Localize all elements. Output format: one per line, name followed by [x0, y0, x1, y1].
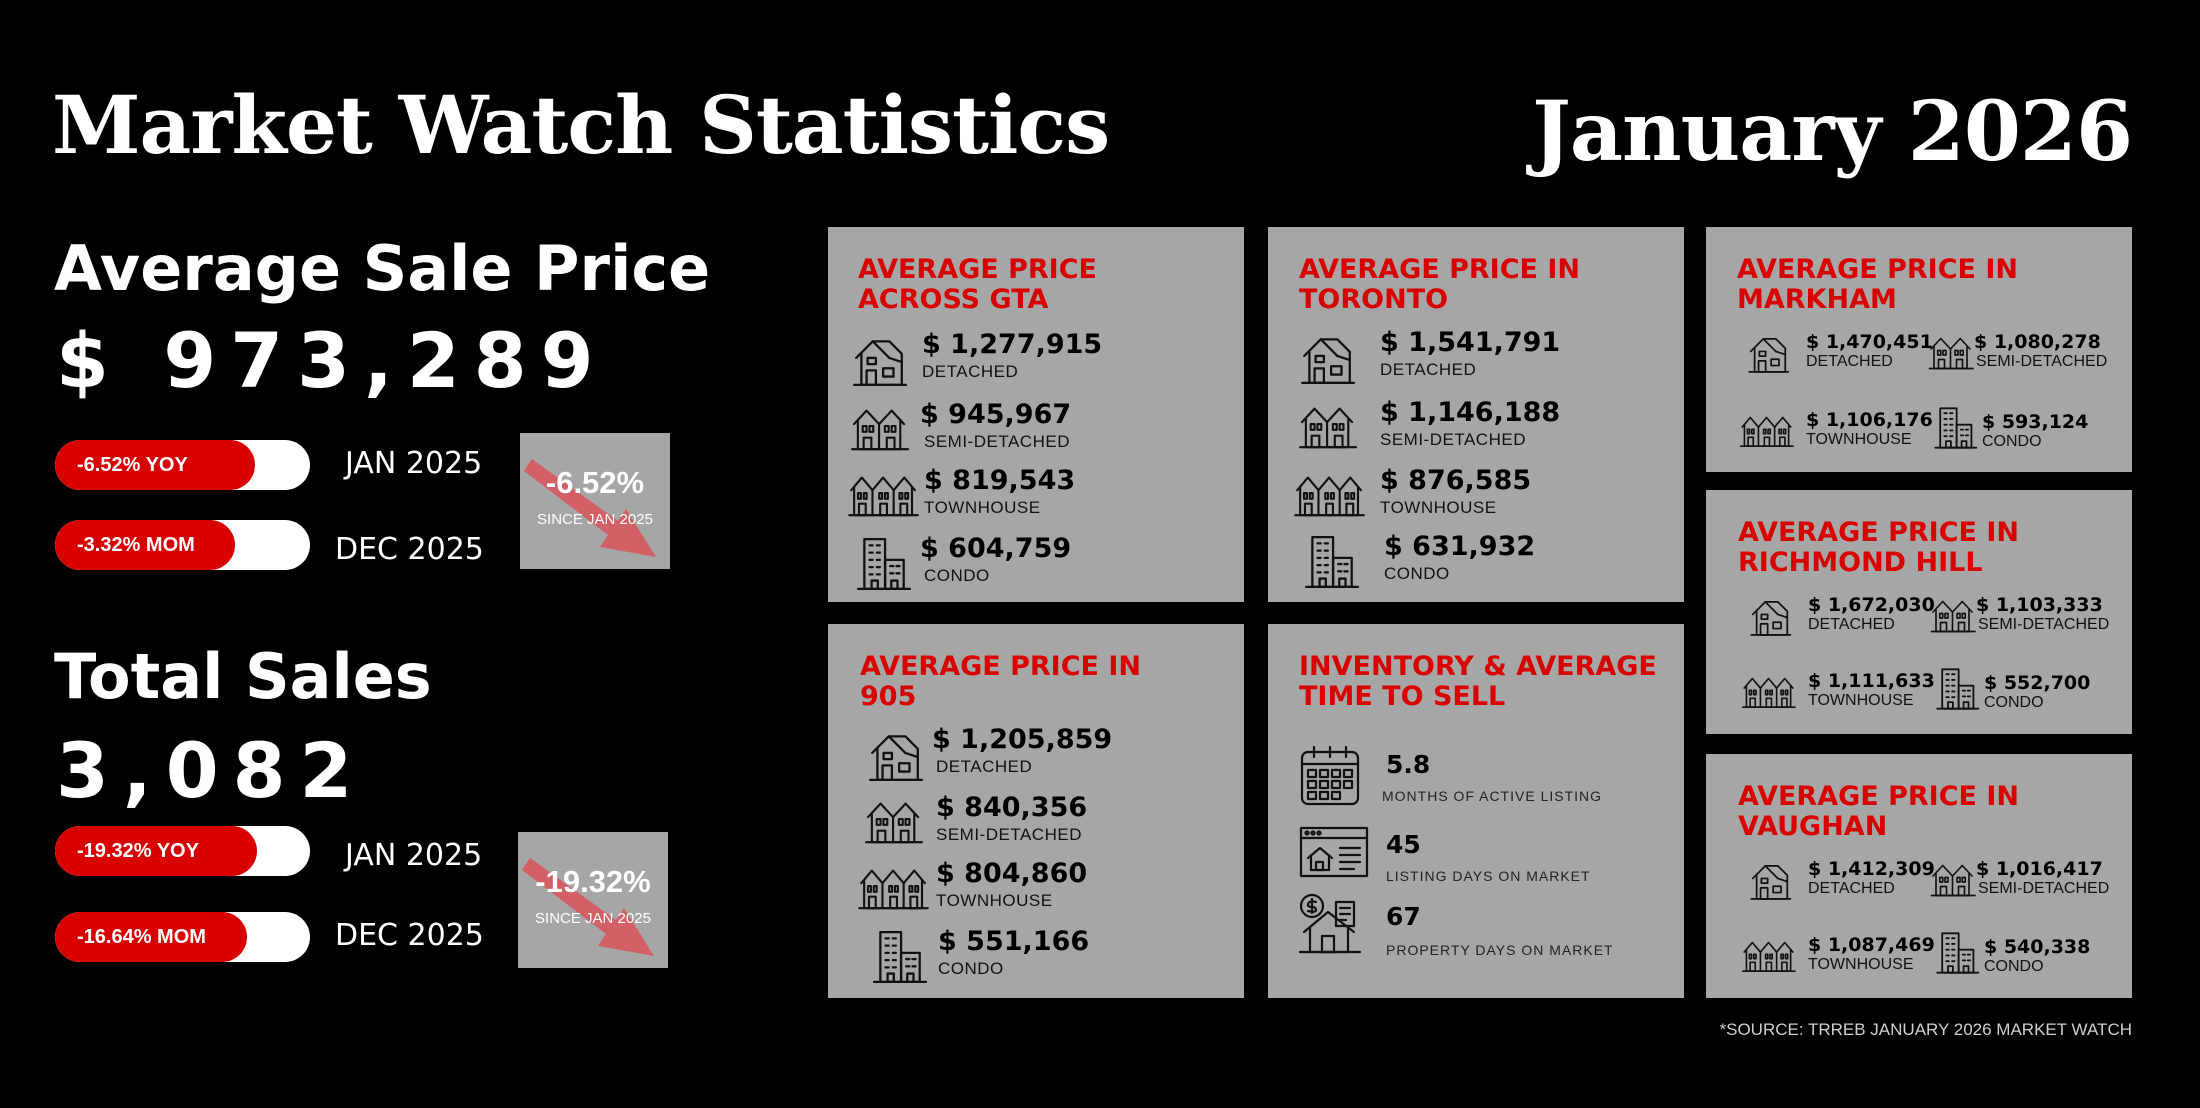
townhouse-icon [1740, 409, 1796, 451]
average-price-change-pct: -6.52% [545, 465, 645, 500]
semi-detached-icon [1930, 594, 1978, 636]
total-sales-mom-label: -16.64% MOM [77, 926, 206, 948]
down-arrow-icon [522, 858, 654, 956]
source-note: *SOURCE: TRREB JANUARY 2026 MARKET WATCH [1719, 1020, 2132, 1039]
condo-building-icon [854, 535, 912, 593]
average-price-yoy-compare: JAN 2025 [345, 446, 483, 481]
card-vaughan: AVERAGE PRICE IN VAUGHAN $ 1,412,309 DETA… [1706, 754, 2132, 998]
detached-house-icon [866, 726, 924, 784]
card-markham: AVERAGE PRICE IN MARKHAM $ 1,470,451 DETA… [1706, 227, 2132, 472]
semi-detached-icon [1928, 331, 1976, 373]
report-date: January 2026 [1532, 84, 2133, 180]
townhouse-icon [1294, 467, 1368, 521]
detached-house-icon [1748, 858, 1792, 902]
total-sales-heading: Total Sales [54, 640, 432, 713]
townhouse-icon [858, 860, 932, 914]
average-price-change-box: -6.52% SINCE JAN 2025 [520, 433, 670, 569]
total-sales-yoy-compare: JAN 2025 [345, 838, 483, 873]
townhouse-icon [1742, 934, 1798, 976]
card-richmond-hill: AVERAGE PRICE IN RICHMOND HILL $ 1,672,03… [1706, 490, 2132, 734]
total-sales-yoy-pill: -19.32% YOY [55, 826, 310, 876]
property-dollar-icon [1298, 892, 1362, 956]
average-price-yoy-label: -6.52% YOY [77, 454, 188, 476]
card-title: AVERAGE PRICE IN TORONTO [1299, 254, 1581, 315]
average-price-mom-compare: DEC 2025 [335, 532, 484, 567]
average-price-mom-label: -3.32% MOM [77, 534, 195, 556]
condo-building-icon [1934, 666, 1980, 712]
total-sales-change-since: SINCE JAN 2025 [535, 910, 651, 927]
listing-browser-icon [1298, 824, 1370, 880]
detached-house-icon [850, 331, 908, 389]
page-title: Market Watch Statistics [52, 78, 1110, 172]
card-title: AVERAGE PRICE IN VAUGHAN [1738, 781, 2020, 842]
detached-house-icon [1746, 331, 1790, 375]
card-inventory: INVENTORY & AVERAGE TIME TO SELL 5.8 MONT… [1268, 624, 1684, 998]
total-sales-mom-pill: -16.64% MOM [55, 912, 310, 962]
townhouse-icon [848, 467, 922, 521]
total-sales-value: 3,082 [56, 726, 367, 815]
calendar-icon [1298, 744, 1362, 808]
condo-building-icon [1934, 930, 1980, 976]
total-sales-mom-compare: DEC 2025 [335, 918, 484, 953]
down-arrow-icon [524, 459, 656, 557]
average-price-change-since: SINCE JAN 2025 [537, 511, 653, 528]
card-title: AVERAGE PRICE IN 905 [860, 651, 1142, 712]
townhouse-icon [1742, 670, 1798, 712]
card-title: AVERAGE PRICE IN MARKHAM [1737, 254, 2019, 315]
total-sales-change-box: -19.32% SINCE JAN 2025 [518, 832, 668, 968]
semi-detached-icon [1298, 399, 1360, 453]
card-gta: AVERAGE PRICE ACROSS GTA $ 1,277,915 DETA… [828, 227, 1244, 602]
card-title: INVENTORY & AVERAGE TIME TO SELL [1299, 651, 1657, 712]
card-title: AVERAGE PRICE ACROSS GTA [858, 254, 1097, 315]
average-sale-price-value: $ 973,289 [56, 316, 608, 405]
average-price-yoy-pill: -6.52% YOY [55, 440, 310, 490]
semi-detached-icon [864, 794, 926, 848]
total-sales-yoy-label: -19.32% YOY [77, 840, 199, 862]
average-price-mom-pill: -3.32% MOM [55, 520, 310, 570]
condo-building-icon [870, 928, 928, 986]
semi-detached-icon [1930, 858, 1978, 900]
average-sale-price-heading: Average Sale Price [54, 232, 711, 305]
card-905: AVERAGE PRICE IN 905 $ 1,205,859 DETACHED… [828, 624, 1244, 998]
condo-building-icon [1302, 533, 1360, 591]
total-sales-change-pct: -19.32% [535, 864, 651, 899]
condo-building-icon [1932, 405, 1978, 451]
card-title: AVERAGE PRICE IN RICHMOND HILL [1738, 517, 2020, 578]
card-toronto: AVERAGE PRICE IN TORONTO $ 1,541,791 DETA… [1268, 227, 1684, 602]
semi-detached-icon [850, 401, 912, 455]
detached-house-icon [1748, 594, 1792, 638]
detached-house-icon [1298, 329, 1356, 387]
